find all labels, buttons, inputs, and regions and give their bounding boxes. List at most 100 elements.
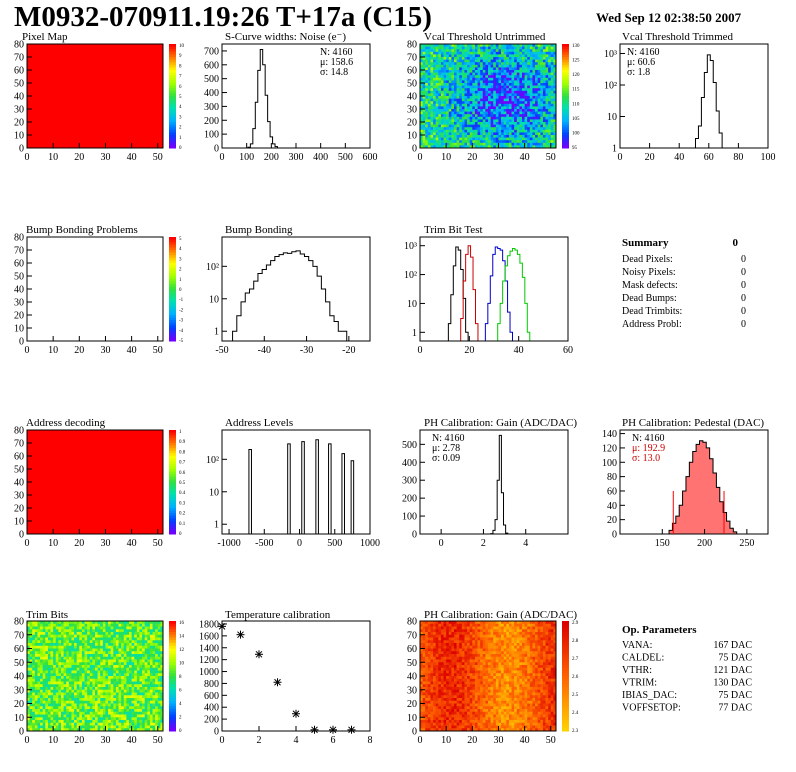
palette-cell [169, 333, 176, 337]
heatmap-cell [451, 93, 455, 97]
heatmap-cell [480, 135, 484, 138]
heatmap-cell [537, 49, 541, 53]
heatmap-cell [461, 129, 465, 133]
heatmap-cell [102, 689, 106, 693]
heatmap-cell [136, 728, 140, 732]
heatmap-cell [435, 119, 439, 123]
heatmap-cell [548, 46, 552, 50]
heatmap-cell [40, 714, 43, 718]
heatmap-cell [430, 670, 434, 674]
heatmap-cell [501, 49, 504, 53]
heatmap-cell [89, 651, 93, 655]
heatmap-cell [548, 101, 552, 105]
heatmap-cell [105, 662, 109, 666]
heatmap-cell [446, 659, 450, 663]
heatmap-cell [537, 44, 541, 47]
heatmap-cell [157, 654, 161, 658]
heatmap-cell [97, 665, 101, 669]
heatmap-cell [152, 684, 156, 688]
heatmap-cell [113, 698, 117, 702]
heatmap-cell [425, 44, 429, 47]
heatmap-cell [506, 85, 510, 89]
heatmap-cell [474, 46, 478, 50]
heatmap-cell [485, 132, 489, 136]
heatmap-cell [469, 135, 473, 138]
heatmap-cell [469, 44, 473, 47]
heatmap-cell [123, 689, 127, 693]
heatmap-cell [514, 75, 518, 79]
heatmap-cell [490, 70, 494, 73]
heatmap-cell [110, 640, 114, 644]
heatmap-cell [430, 46, 434, 50]
heatmap-cell [50, 648, 54, 652]
heatmap-cell [467, 145, 470, 149]
heatmap-cell [115, 629, 119, 633]
heatmap-cell [422, 698, 426, 702]
heatmap-cell [553, 122, 557, 125]
heatmap-cell [425, 75, 429, 79]
heatmap-cell [503, 106, 507, 110]
heatmap-cell [527, 44, 531, 47]
heatmap-cell [71, 692, 75, 696]
heatmap-cell [79, 689, 83, 693]
heatmap-cell [448, 96, 452, 99]
heatmap-cell [553, 103, 557, 107]
heatmap-cell [498, 142, 502, 146]
heatmap-cell [427, 64, 431, 68]
palette-label: -5 [179, 339, 184, 344]
heatmap-cell [118, 656, 122, 660]
heatmap-cell [136, 643, 140, 647]
heatmap-cell [524, 70, 528, 73]
heatmap-cell [550, 44, 554, 47]
heatmap-cell [110, 659, 114, 663]
heatmap-cell [149, 700, 153, 704]
heatmap-cell [548, 103, 552, 107]
heatmap-cell [420, 717, 423, 721]
heatmap-cell [42, 651, 46, 655]
heatmap-cell [488, 75, 491, 79]
heatmap-cell [433, 90, 436, 94]
heatmap-cell [422, 648, 426, 652]
heatmap-cell [459, 122, 463, 125]
heatmap-cell [488, 109, 491, 112]
heatmap-cell [136, 662, 140, 666]
heatmap-cell [519, 127, 523, 131]
heatmap-cell [95, 678, 98, 682]
heatmap-cell [144, 621, 148, 625]
heatmap-cell [446, 85, 450, 89]
heatmap-cell [535, 83, 538, 86]
heatmap-cell [74, 621, 77, 625]
heatmap-cell [435, 665, 439, 669]
heatmap-cell [440, 626, 444, 630]
heatmap-cell [42, 709, 46, 713]
heatmap-cell [32, 670, 36, 674]
heatmap-cell [61, 728, 64, 732]
heatmap-cell [501, 44, 504, 47]
heatmap-cell [113, 725, 117, 729]
heatmap-cell [495, 49, 499, 53]
heatmap-cell [37, 703, 41, 707]
heatmap-cell [440, 722, 444, 726]
palette-cell [169, 720, 176, 724]
heatmap-cell [545, 62, 549, 66]
heatmap-cell [422, 64, 426, 68]
heatmap-cell [134, 632, 138, 636]
heatmap-cell [50, 725, 54, 729]
heatmap-cell [495, 67, 499, 71]
heatmap-cell [503, 132, 507, 136]
heatmap-cell [149, 720, 153, 724]
heatmap-cell [131, 634, 135, 638]
timestamp: Wed Sep 12 02:38:50 2007 [596, 10, 742, 25]
heatmap-cell [84, 667, 88, 671]
heatmap-cell [511, 106, 515, 110]
heatmap-cell [37, 623, 41, 627]
heatmap-cell [37, 629, 41, 633]
heatmap-cell [540, 145, 544, 149]
heatmap-cell [147, 662, 151, 666]
heatmap-cell [443, 714, 447, 718]
heatmap-cell [548, 119, 552, 123]
heatmap-cell [63, 673, 67, 677]
heatmap-cell [464, 140, 468, 144]
palette-label: 6 [179, 85, 182, 90]
heatmap-cell [440, 98, 444, 102]
